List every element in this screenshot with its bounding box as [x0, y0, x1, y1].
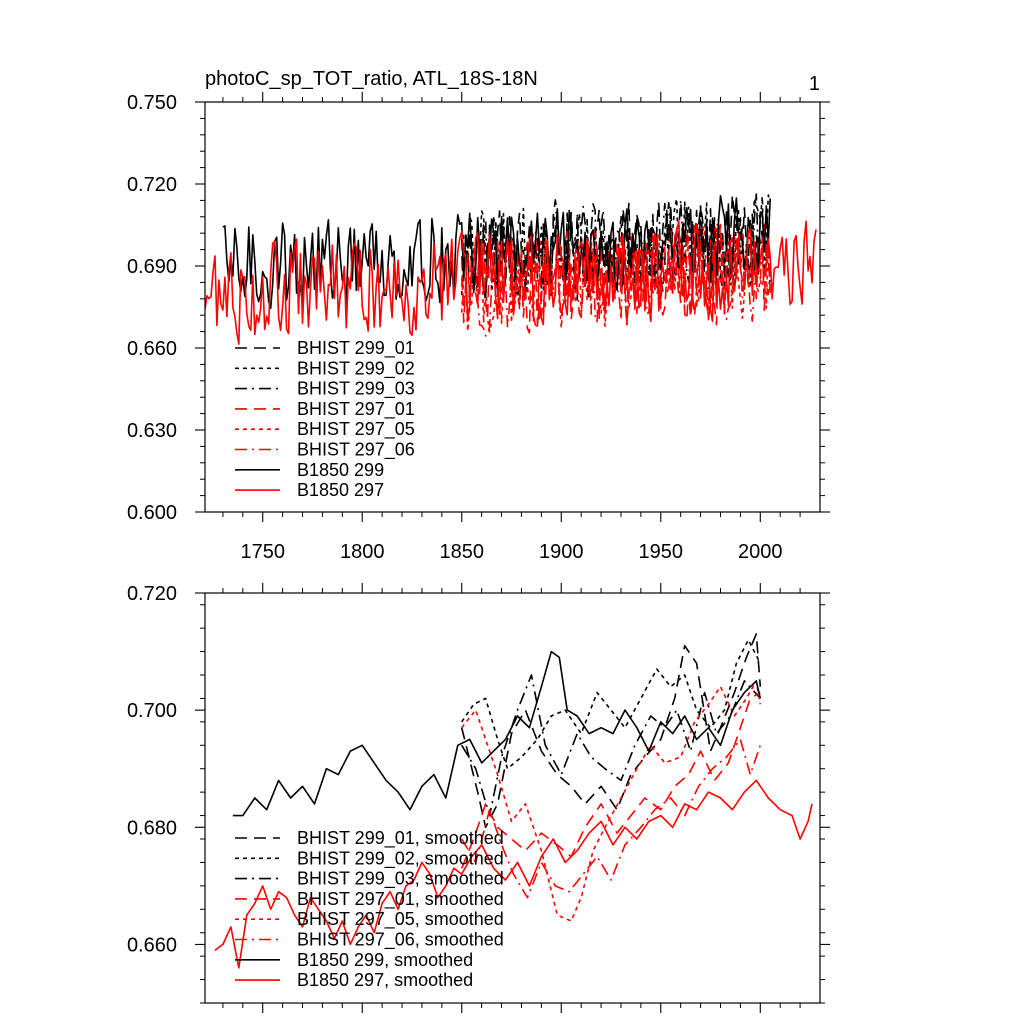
top-legend-label-1: BHIST 299_01 [297, 338, 415, 359]
top-y-tick-label: 0.690 [127, 256, 177, 278]
bottom-legend-label-2: BHIST 299_02, smoothed [297, 848, 504, 869]
bottom-series-line-8 [214, 779, 813, 969]
top-x-tick-label: 2000 [738, 541, 783, 563]
top-legend-label-5: BHIST 297_05 [297, 419, 415, 440]
top-series-line-7 [222, 195, 771, 309]
top-y-tick-label: 0.720 [127, 174, 177, 196]
top-x-tick-label: 1750 [240, 541, 285, 563]
bottom-series-line-3 [461, 674, 761, 817]
top-x-tick-label: 1950 [639, 541, 684, 563]
top-chart-title: photoC_sp_TOT_ratio, ATL_18S-18N [205, 68, 538, 90]
top-legend-label-3: BHIST 299_03 [297, 379, 415, 400]
top-legend-label-6: BHIST 297_06 [297, 440, 415, 461]
top-legend-label-7: B1850 299 [297, 460, 384, 480]
top-x-tick-label: 1800 [340, 541, 385, 563]
top-panel: 1750 1800 1850 1900 1950 2000 0.600 0.630 0.660 0… [127, 68, 830, 563]
bottom-axes: 0.660 0.680 0.700 0.720 [127, 583, 830, 1013]
top-axes: 1750 1800 1850 1900 1950 2000 0.600 0.630 0.660 0… [127, 92, 830, 563]
bottom-legend-label-8: B1850 297, smoothed [297, 970, 473, 990]
top-panel-label: 1 [809, 73, 820, 95]
top-y-tick-label: 0.600 [127, 502, 177, 524]
top-legend-label-8: B1850 297 [297, 480, 384, 500]
bottom-y-tick-label: 0.720 [127, 583, 177, 605]
bottom-series-line-6 [461, 738, 762, 899]
top-y-tick-label: 0.750 [127, 92, 177, 114]
top-plot-frame [204, 101, 821, 513]
bottom-legend-label-3: BHIST 299_03, smoothed [297, 869, 504, 890]
bottom-y-tick-label: 0.660 [127, 934, 177, 956]
top-y-tick-label: 0.630 [127, 420, 177, 442]
top-x-tick-label: 1850 [439, 541, 484, 563]
bottom-series-line-4 [460, 691, 761, 869]
bottom-legend-label-7: B1850 299, smoothed [297, 950, 473, 970]
bottom-plot-frame [204, 592, 821, 1004]
top-legend-label-4: BHIST 297_01 [297, 399, 415, 420]
bottom-series-group [214, 633, 813, 969]
top-series-line-8 [205, 220, 817, 345]
top-series-group [205, 193, 817, 345]
bottom-legend-label-6: BHIST 297_06, smoothed [297, 930, 504, 951]
top-x-tick-label: 1900 [539, 541, 584, 563]
bottom-legend-label-1: BHIST 299_01, smoothed [297, 828, 504, 849]
bottom-legend-label-4: BHIST 297_01, smoothed [297, 889, 504, 910]
bottom-series-line-2 [461, 639, 762, 770]
top-y-tick-label: 0.660 [127, 338, 177, 360]
bottom-panel: 0.660 0.680 0.700 0.720 BHIST 299_01, smoot… [127, 583, 830, 1013]
bottom-y-tick-label: 0.680 [127, 817, 177, 839]
bottom-series-line-5 [461, 680, 762, 922]
bottom-y-tick-label: 0.700 [127, 700, 177, 722]
top-legend-label-2: BHIST 299_02 [297, 358, 415, 379]
bottom-series-line-7 [232, 650, 762, 817]
bottom-legend-label-5: BHIST 297_05, smoothed [297, 909, 504, 930]
